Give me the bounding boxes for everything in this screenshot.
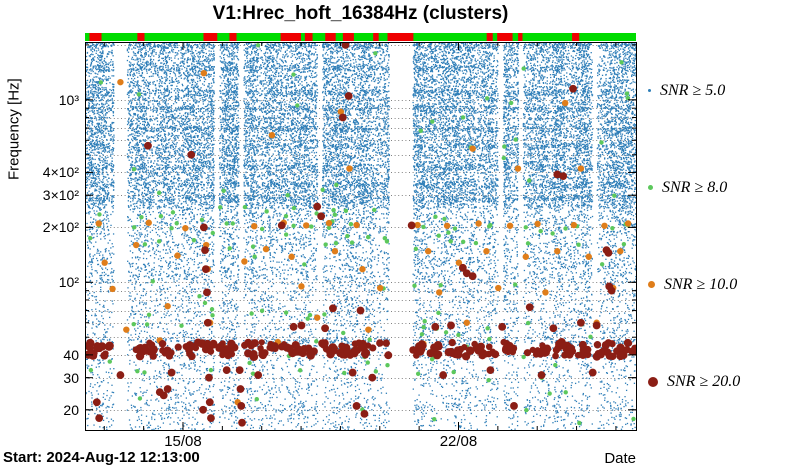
x-tick-label: 15/08 [164, 433, 202, 450]
legend-entry: SNR ≥ 5.0 [648, 81, 725, 101]
legend-marker-icon [648, 376, 658, 387]
y-tick-label: 30 [63, 369, 79, 386]
chart-title: V1:Hrec_hoft_16384Hz (clusters) [212, 3, 509, 24]
legend-marker-icon [648, 89, 651, 92]
x-tick-label: 22/08 [439, 433, 478, 450]
legend-marker-icon [648, 281, 655, 288]
legend: SNR ≥ 5.0 SNR ≥ 8.0 SNR ≥ 10.0 SNR ≥ 20.0 [648, 42, 803, 430]
legend-marker-icon [648, 185, 653, 190]
legend-entry: SNR ≥ 8.0 [648, 178, 727, 198]
y-tick-label: 20 [63, 401, 79, 418]
legend-label: SNR ≥ 8.0 [662, 178, 728, 196]
legend-label: SNR ≥ 20.0 [667, 372, 741, 390]
start-time-label: Start: 2024-Aug-12 12:13:00 [3, 449, 200, 466]
y-tick-label: 40 [63, 346, 79, 363]
legend-label: SNR ≥ 5.0 [660, 81, 726, 99]
y-tick-label: 10³ [58, 91, 79, 108]
legend-label: SNR ≥ 10.0 [664, 275, 738, 293]
legend-entry: SNR ≥ 20.0 [648, 372, 740, 392]
y-tick-label: 10² [58, 274, 79, 291]
y-tick-label: 2×10² [42, 219, 79, 236]
x-axis-label: Date [604, 450, 636, 467]
y-tick-label: 3×10² [42, 187, 79, 204]
legend-entry: SNR ≥ 10.0 [648, 275, 737, 295]
y-tick-label: 4×10² [42, 164, 79, 181]
